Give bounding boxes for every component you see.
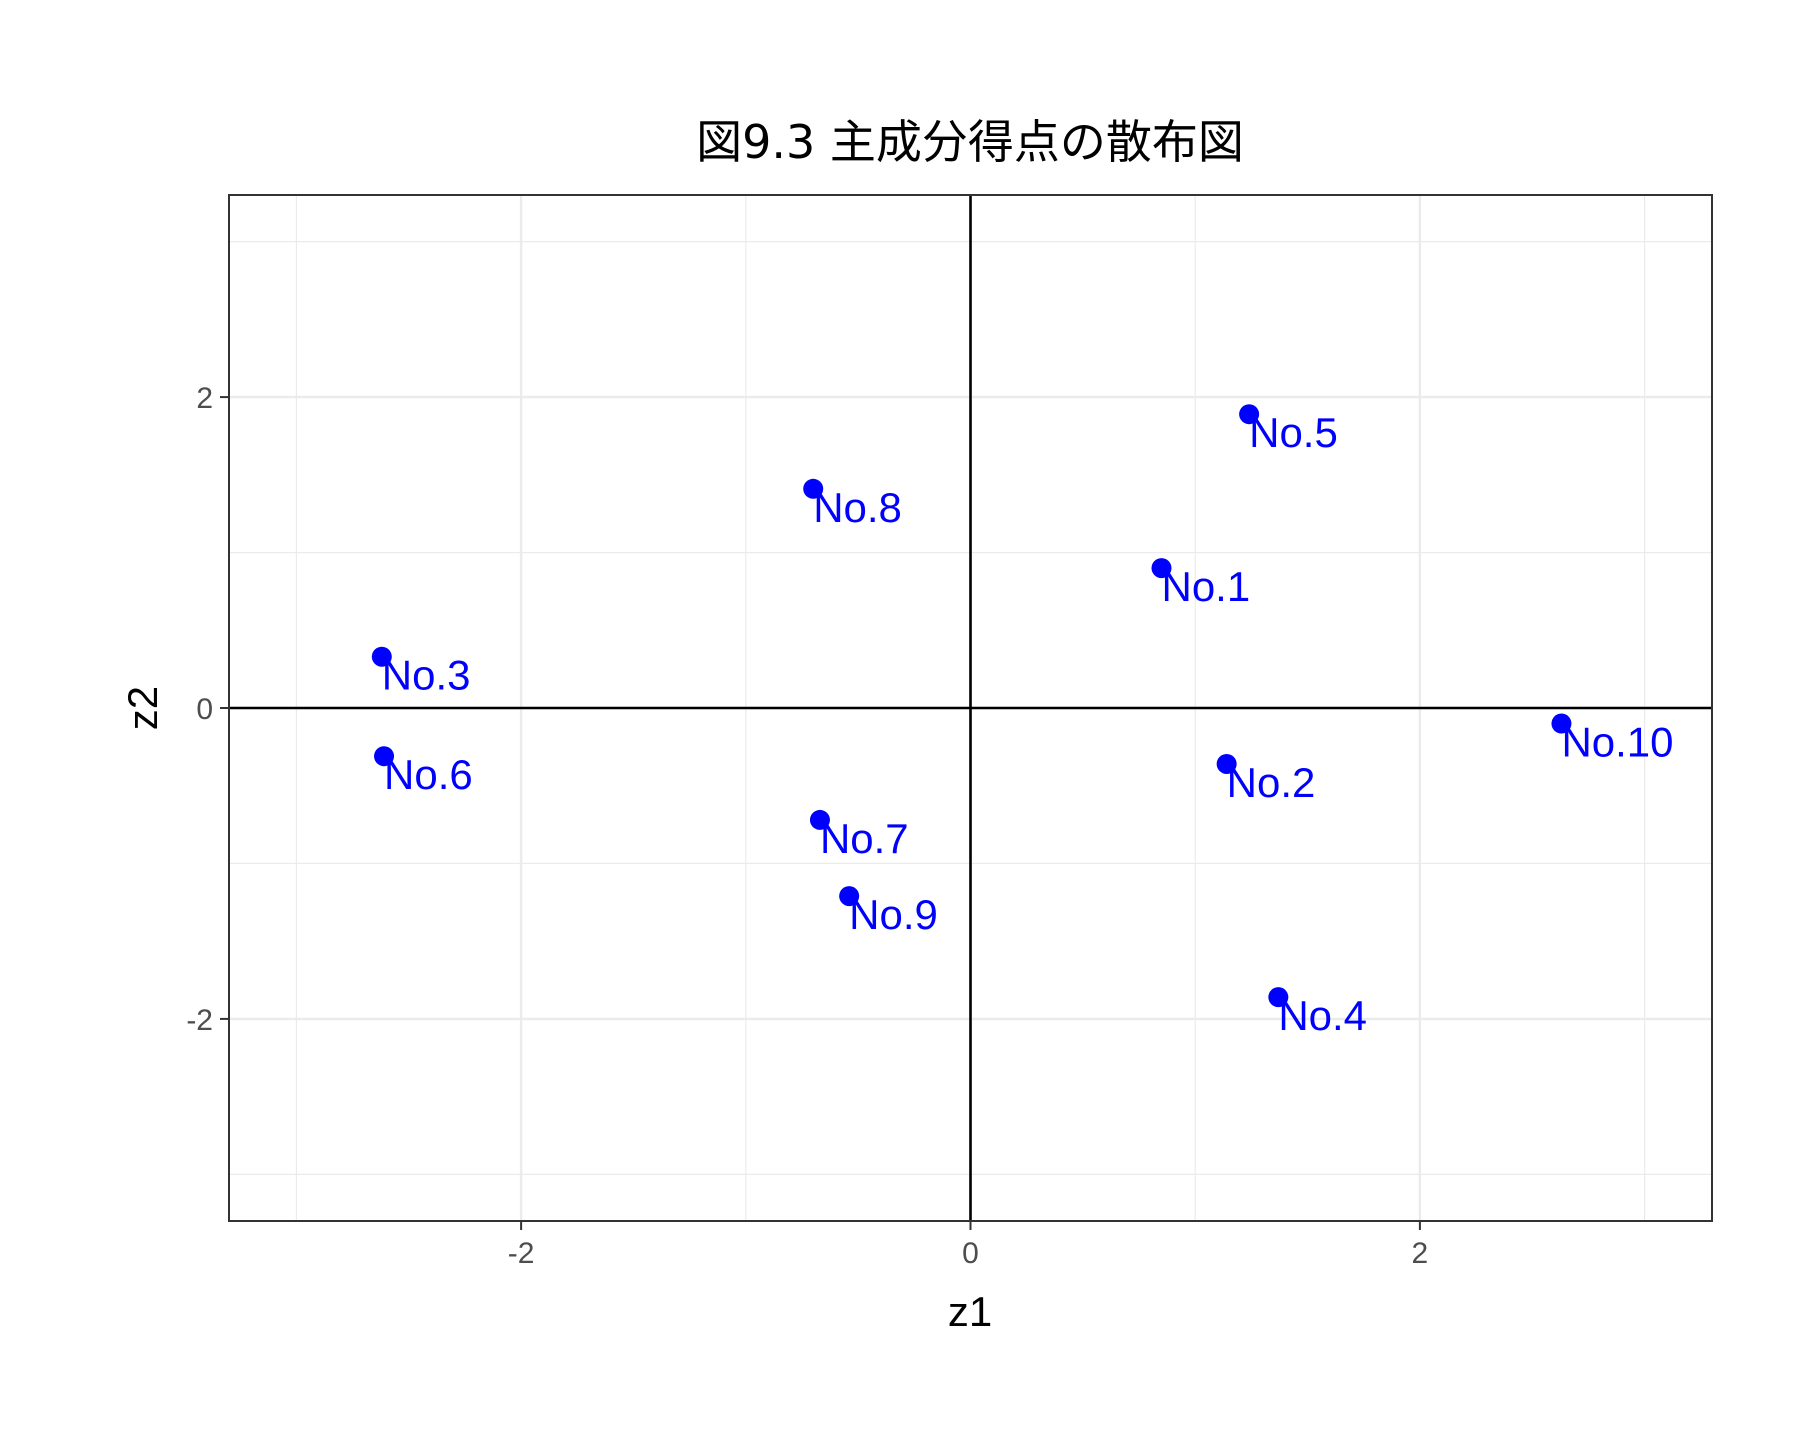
y-tick-label: 0 xyxy=(196,693,213,726)
y-axis-title: z2 xyxy=(119,686,166,730)
x-tick-label: 2 xyxy=(1412,1237,1429,1270)
data-label: No.2 xyxy=(1227,759,1316,806)
data-label: No.4 xyxy=(1278,992,1367,1039)
data-label: No.8 xyxy=(813,484,902,531)
data-point xyxy=(1551,713,1572,734)
data-point xyxy=(1216,753,1237,774)
data-label: No.3 xyxy=(382,652,471,699)
y-tick-label: -2 xyxy=(186,1004,213,1037)
data-label: No.9 xyxy=(849,891,938,938)
data-point xyxy=(1151,558,1172,579)
chart-title: 図9.3 主成分得点の散布図 xyxy=(696,115,1244,169)
data-label: No.6 xyxy=(384,751,473,798)
y-tick-label: 2 xyxy=(196,382,213,415)
data-point xyxy=(371,646,392,667)
x-tick-label: 0 xyxy=(962,1237,979,1270)
data-point xyxy=(839,886,860,907)
data-point xyxy=(1239,404,1260,425)
data-label: No.1 xyxy=(1161,563,1250,610)
x-tick-label: -2 xyxy=(508,1237,535,1270)
data-points: No.1 No.2 No.3 No.4 No.5 No.6 No.7 No.8 No.9 No.1… xyxy=(371,404,1674,1039)
data-point xyxy=(1268,987,1289,1008)
data-point xyxy=(803,478,824,499)
data-point xyxy=(809,809,830,830)
data-label: No.10 xyxy=(1561,719,1673,766)
reference-lines xyxy=(229,195,1712,1221)
x-axis-title: z1 xyxy=(948,1288,992,1335)
data-point xyxy=(374,746,395,767)
axis-ticks: -2 0 2 -2 0 2 xyxy=(186,382,1428,1270)
data-label: No.7 xyxy=(820,815,909,862)
data-label: No.5 xyxy=(1249,409,1338,456)
